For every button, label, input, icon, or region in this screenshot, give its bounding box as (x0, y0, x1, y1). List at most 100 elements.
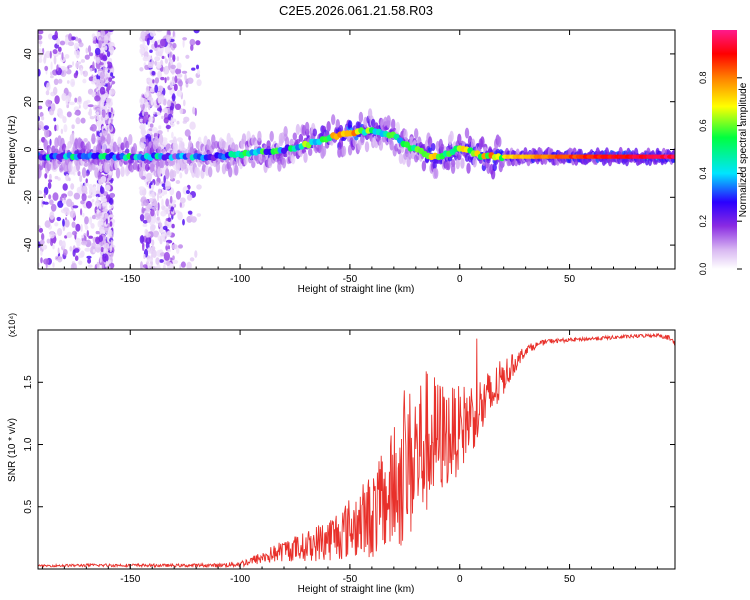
noise-cell (158, 125, 162, 130)
noise-cell (99, 86, 106, 95)
noise-cell (74, 97, 78, 103)
noise-cell (108, 77, 112, 83)
noise-cell (102, 208, 109, 213)
noise-cell (64, 235, 68, 239)
spectrogram-halo-cell (280, 132, 285, 144)
noise-cell (96, 261, 100, 268)
noise-cell (156, 64, 162, 69)
spectrogram-halo-cell (215, 161, 221, 173)
noise-cell (38, 40, 43, 45)
noise-cell (154, 77, 160, 84)
noise-cell (176, 73, 183, 78)
spectrogram-halo-cell (470, 138, 476, 150)
noise-cell (166, 230, 172, 238)
noise-cell (194, 250, 198, 258)
noise-cell (58, 239, 63, 247)
noise-cell (157, 234, 161, 241)
noise-cell (48, 179, 53, 183)
noise-cell (187, 77, 194, 84)
noise-cell (193, 30, 200, 34)
noise-cell (47, 181, 52, 190)
noise-cell (66, 198, 73, 207)
spectrogram-halo-cell (466, 162, 471, 174)
noise-cell (154, 60, 157, 66)
noise-cell (190, 216, 197, 223)
noise-cell (174, 75, 178, 84)
spectrogram-halo-cell (434, 167, 439, 179)
noise-cell (72, 205, 79, 209)
noise-cell (83, 138, 88, 142)
noise-cell (150, 209, 155, 217)
noise-cell (170, 116, 173, 125)
noise-cell (60, 128, 64, 134)
noise-cell (109, 122, 112, 130)
noise-cell (66, 231, 73, 238)
noise-cell (64, 54, 70, 59)
noise-cell (178, 244, 183, 249)
noise-cell (155, 257, 160, 265)
noise-cell (164, 56, 167, 60)
noise-cell (98, 218, 104, 226)
noise-cell (164, 46, 171, 55)
spectrogram-halo-cell (455, 158, 460, 170)
noise-cell (73, 72, 78, 79)
noise-cell (170, 206, 174, 212)
noise-cell (164, 77, 167, 84)
noise-cell (75, 49, 80, 59)
snr-x-axis: -150 -100 -50 0 50 (41, 330, 658, 585)
noise-cell (140, 137, 146, 143)
spectrogram-halo-cell (347, 120, 353, 129)
snr-x-label: Height of straight line (km) (298, 584, 415, 595)
noise-cell (89, 216, 93, 225)
noise-cell (153, 230, 160, 238)
noise-cell (74, 111, 80, 116)
spectrogram-halo-cell (389, 139, 394, 151)
noise-cell (98, 212, 102, 217)
noise-cell (146, 30, 150, 35)
x-tick-label: 0 (457, 274, 463, 285)
noise-cell (46, 82, 51, 91)
noise-cell (169, 195, 173, 204)
noise-cell (41, 116, 45, 121)
noise-cell (188, 135, 192, 141)
noise-cell (101, 241, 104, 247)
noise-cell (163, 251, 170, 261)
noise-cell (166, 260, 171, 267)
noise-cell (54, 222, 59, 227)
noise-cell (93, 185, 96, 193)
y-tick-label: 1.5 (23, 375, 34, 389)
noise-cell (92, 61, 95, 71)
noise-cell (80, 224, 83, 232)
snr-series (38, 332, 675, 569)
noise-cell (80, 117, 86, 124)
noise-cell (88, 52, 94, 57)
spectrogram-halo-cell (165, 168, 170, 180)
noise-cell (71, 81, 75, 86)
noise-cell (64, 219, 70, 228)
noise-cell (81, 193, 87, 202)
noise-cell (83, 162, 89, 167)
noise-cell (77, 96, 82, 103)
noise-cell (88, 108, 92, 117)
noise-cell (60, 66, 67, 71)
noise-cell (98, 202, 102, 210)
noise-cell (167, 217, 172, 222)
noise-cell (64, 36, 69, 46)
noise-cell (54, 30, 58, 39)
noise-cell (85, 178, 88, 184)
noise-cell (147, 97, 154, 101)
spectrogram-halo-cell (490, 168, 496, 180)
noise-cell (43, 56, 47, 64)
noise-cell (74, 255, 79, 261)
spectrogram-halo-cell (283, 126, 288, 137)
noise-cell (139, 214, 145, 222)
noise-cell (147, 61, 154, 69)
noise-cell (146, 37, 150, 46)
spectrogram-halo-cell (395, 121, 400, 133)
noise-cell (70, 183, 75, 190)
noise-cell (86, 173, 89, 177)
noise-cell (149, 123, 154, 128)
spectrogram-halo-cell (81, 167, 87, 179)
noise-cell (156, 112, 161, 116)
spectrogram-halo-cell (266, 140, 271, 149)
